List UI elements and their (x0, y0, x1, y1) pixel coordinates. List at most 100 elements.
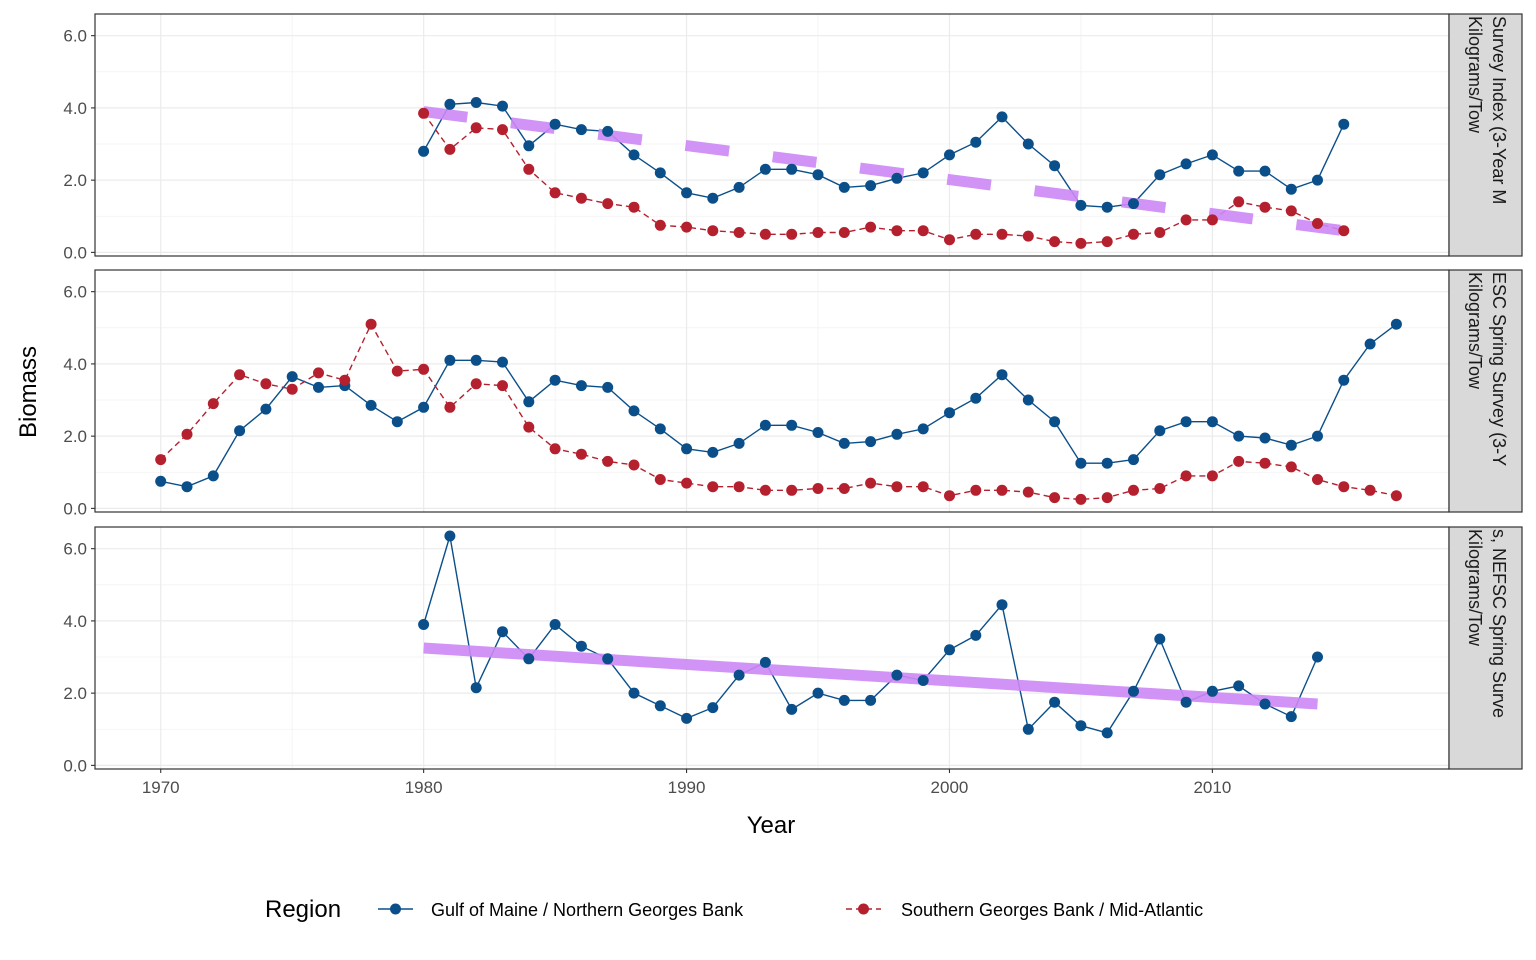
data-point (1312, 651, 1323, 663)
data-point (944, 490, 955, 502)
data-point (891, 225, 903, 237)
data-point (891, 481, 903, 493)
data-point (1022, 486, 1034, 498)
data-point (707, 481, 719, 493)
y-tick-label: 6.0 (63, 540, 87, 559)
data-point (812, 169, 824, 181)
data-point (1233, 165, 1245, 177)
data-point (865, 221, 877, 233)
data-point (497, 100, 508, 112)
panel-data (418, 530, 1323, 739)
data-point (1259, 457, 1271, 469)
data-point (786, 228, 798, 240)
data-point (1285, 183, 1297, 195)
data-point (944, 407, 955, 419)
panel-1: 0.0 2.0 4.0 6.0 Survey Index (3-Year MKilogr… (63, 13, 1523, 262)
data-point (549, 443, 561, 455)
data-point (1154, 169, 1166, 181)
y-tick-label: 4.0 (63, 99, 87, 118)
x-axis-title: Year (747, 812, 796, 839)
data-point (1259, 432, 1271, 444)
data-point (1338, 374, 1350, 386)
data-point (628, 459, 640, 471)
data-point (1049, 416, 1061, 428)
panel-2: 0.0 2.0 4.0 6.0 ESC Spring Survey (3-YKilogr… (63, 269, 1523, 518)
x-tick-label: 2010 (1193, 778, 1231, 797)
data-point (654, 423, 666, 435)
data-point (1285, 461, 1297, 473)
data-point (759, 163, 771, 175)
data-point (865, 180, 877, 192)
data-point (234, 425, 246, 437)
data-point (996, 484, 1008, 496)
data-point (865, 694, 877, 706)
data-point (1312, 174, 1323, 186)
data-point (470, 97, 482, 108)
trend-line (423, 642, 1318, 710)
y-tick-label: 4.0 (63, 612, 87, 631)
data-point (1285, 205, 1297, 217)
data-point (838, 227, 850, 238)
data-point (1233, 430, 1245, 442)
data-point (602, 125, 614, 137)
data-point (996, 599, 1008, 611)
data-point (339, 374, 351, 386)
data-point (838, 694, 850, 706)
data-point (470, 378, 482, 390)
data-point (970, 136, 982, 148)
data-point (1101, 492, 1113, 504)
legend-title: Region (265, 896, 341, 923)
data-point (365, 399, 377, 411)
data-point (812, 227, 824, 238)
data-point (1338, 225, 1350, 237)
data-point (497, 626, 508, 638)
trend-line (422, 106, 1345, 237)
data-point (733, 181, 745, 193)
data-point (497, 380, 508, 392)
data-point (1022, 394, 1034, 406)
x-axis: 1970 1980 1990 2000 2010 (142, 769, 1231, 797)
data-point (1154, 633, 1166, 645)
data-point (470, 122, 482, 134)
data-point (786, 484, 798, 496)
x-tick-label: 1980 (405, 778, 443, 797)
data-point (681, 187, 693, 199)
data-point (628, 405, 640, 417)
data-point (1180, 214, 1192, 226)
data-point (1338, 118, 1350, 130)
data-point (733, 669, 745, 681)
data-point (707, 192, 719, 204)
panel-background (95, 270, 1449, 512)
data-point (575, 448, 587, 460)
data-point (891, 428, 903, 440)
data-point (917, 675, 929, 686)
data-point (1285, 711, 1297, 723)
data-point (575, 380, 587, 392)
data-point (917, 423, 929, 435)
data-point (759, 656, 771, 668)
data-point (628, 687, 640, 699)
data-point (1075, 457, 1087, 469)
data-point (970, 629, 982, 641)
data-point (812, 687, 824, 699)
data-point (1128, 228, 1139, 240)
data-point (1206, 214, 1218, 226)
data-point (1049, 236, 1061, 248)
data-point (1312, 474, 1323, 485)
data-point (523, 140, 535, 152)
data-point (391, 365, 403, 377)
data-point (1390, 318, 1402, 330)
data-point (549, 118, 561, 130)
data-point (1233, 680, 1245, 692)
panels-layer: 0.02.04.06.0 Survey Index (3-Year MKilogr… (63, 13, 1523, 775)
data-point (1101, 201, 1113, 213)
data-point (681, 443, 693, 455)
data-point (917, 481, 929, 493)
data-point (707, 446, 719, 458)
data-point (838, 181, 850, 193)
data-point (917, 225, 929, 237)
data-point (1180, 470, 1192, 482)
data-point (681, 477, 693, 489)
data-point (523, 421, 535, 433)
